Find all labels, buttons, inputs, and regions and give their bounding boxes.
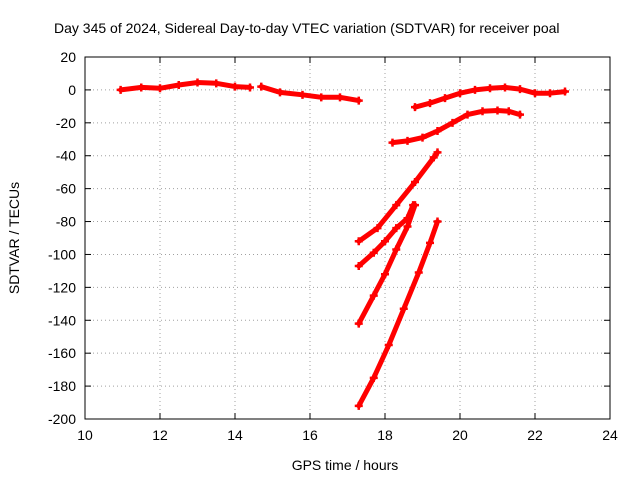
data-point <box>392 201 401 210</box>
data-point <box>516 85 524 94</box>
data-point <box>486 84 494 93</box>
data-point <box>276 88 284 97</box>
data-point <box>504 107 513 116</box>
y-tick-label: -80 <box>56 214 76 230</box>
data-point <box>381 237 389 246</box>
data-point <box>403 222 412 231</box>
x-tick-label: 24 <box>602 427 618 443</box>
data-point <box>156 84 164 93</box>
y-tick-label: -20 <box>56 115 76 131</box>
data-point <box>448 118 457 127</box>
data-point <box>354 401 363 410</box>
x-tick-label: 10 <box>77 427 93 443</box>
axis-ticks: 10 12 14 16 18 20 22 24 20 0 -20 -40 -60 -80 -100 -120 -… <box>48 49 618 443</box>
data-markers <box>116 78 254 94</box>
data-point <box>354 261 363 270</box>
data-series <box>116 78 569 410</box>
data-point <box>411 201 419 210</box>
data-point <box>433 148 442 157</box>
data-point <box>426 99 434 108</box>
data-point <box>317 93 326 102</box>
data-point <box>392 245 401 254</box>
x-tick-label: 18 <box>377 427 393 443</box>
data-point <box>433 127 442 136</box>
data-point <box>392 224 401 233</box>
data-point <box>381 270 389 279</box>
data-point <box>501 83 509 92</box>
y-tick-label: -200 <box>48 411 76 427</box>
data-point <box>373 224 382 233</box>
y-tick-label: -160 <box>48 345 76 361</box>
data-point <box>414 268 423 277</box>
data-point <box>137 83 146 92</box>
data-point <box>384 340 393 349</box>
data-point <box>463 110 472 119</box>
data-point <box>433 217 442 226</box>
x-tick-label: 22 <box>527 427 543 443</box>
data-point <box>441 94 449 103</box>
y-tick-label: 0 <box>68 82 76 98</box>
gridlines <box>85 57 610 419</box>
data-point <box>246 83 254 92</box>
data-markers <box>411 83 569 112</box>
data-point <box>493 106 502 115</box>
data-point <box>403 136 412 145</box>
data-point <box>257 82 266 91</box>
data-point <box>298 90 307 99</box>
y-tick-label: -140 <box>48 312 76 328</box>
data-markers <box>257 82 363 105</box>
chart-title: Day 345 of 2024, Sidereal Day-to-day VTE… <box>54 20 560 36</box>
data-markers <box>354 148 442 246</box>
data-point <box>471 85 479 94</box>
data-markers <box>388 106 524 147</box>
data-point <box>426 238 434 247</box>
data-point <box>174 80 183 89</box>
data-point <box>354 319 363 328</box>
data-point <box>411 103 419 112</box>
data-point <box>369 291 378 300</box>
data-trace <box>390 108 523 146</box>
data-point <box>411 178 419 187</box>
y-tick-label: -120 <box>48 279 76 295</box>
data-point <box>369 373 378 382</box>
x-tick-label: 12 <box>152 427 168 443</box>
data-point <box>516 110 524 119</box>
y-tick-label: -180 <box>48 378 76 394</box>
y-axis-label: SDTVAR / TECUs <box>6 182 22 294</box>
x-tick-label: 16 <box>302 427 318 443</box>
data-point <box>531 89 539 98</box>
data-point <box>212 79 221 88</box>
y-tick-label: -100 <box>48 246 76 262</box>
x-tick-label: 14 <box>227 427 243 443</box>
y-tick-label: -40 <box>56 148 76 164</box>
data-point <box>354 237 363 246</box>
data-trace <box>258 84 362 104</box>
y-tick-label: -60 <box>56 181 76 197</box>
data-markers <box>354 201 419 328</box>
data-point <box>429 153 438 162</box>
data-point <box>399 304 408 313</box>
data-point <box>418 133 427 142</box>
x-axis-label: GPS time / hours <box>292 457 399 473</box>
data-point <box>546 89 554 98</box>
data-point <box>478 107 487 116</box>
data-point <box>456 89 464 98</box>
data-markers <box>354 217 442 410</box>
data-point <box>231 82 239 91</box>
y-tick-label: 20 <box>60 49 76 65</box>
data-point <box>193 78 202 87</box>
data-point <box>388 138 397 147</box>
data-point <box>354 96 363 105</box>
data-point <box>336 93 344 102</box>
plot-frame <box>84 56 611 420</box>
data-point <box>116 85 125 94</box>
data-point <box>561 87 569 96</box>
data-point <box>369 248 378 257</box>
x-tick-label: 20 <box>452 427 468 443</box>
